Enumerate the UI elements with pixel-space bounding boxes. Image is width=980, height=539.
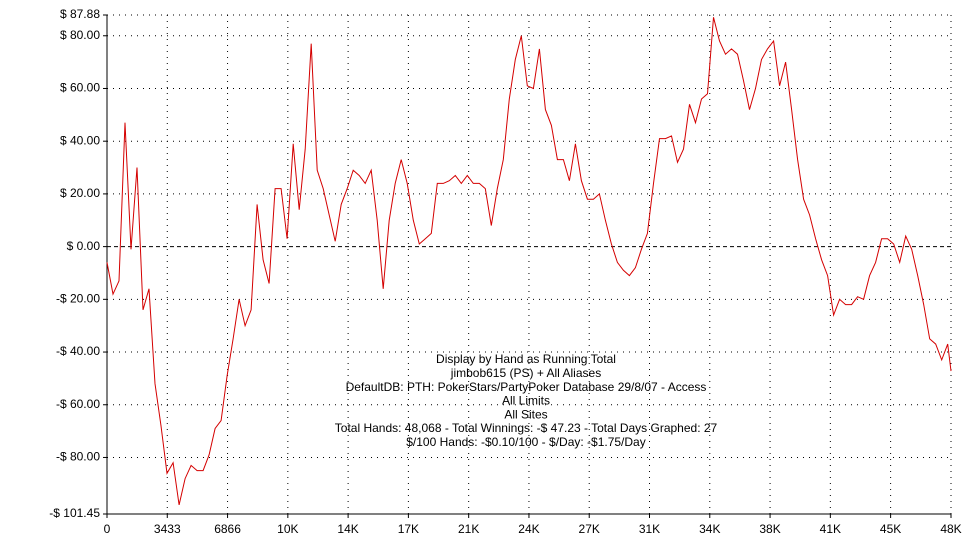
annotation-line: Total Hands: 48,068 - Total Winnings: -$… (335, 421, 718, 435)
y-tick-label: $ 20.00 (60, 186, 100, 200)
annotation-block: Display by Hand as Running Totaljimbob61… (335, 352, 718, 449)
x-tick-label: 10K (277, 522, 298, 536)
x-tick-label: 48K (940, 522, 961, 536)
x-tick-label: 34K (699, 522, 720, 536)
annotation-line: jimbob615 (PS) + All Aliases (450, 366, 601, 380)
annotation-line: $/100 Hands: -$0.10/100 - $/Day: -$1.75/… (406, 435, 645, 449)
y-tick-label: $ 80.00 (60, 28, 100, 42)
x-tick-label: 6866 (214, 522, 241, 536)
y-tick-label: -$ 20.00 (56, 292, 100, 306)
annotation-line: DefaultDB: PTH: PokerStars/PartyPoker Da… (346, 380, 707, 394)
x-tick-label: 17K (398, 522, 419, 536)
annotation-line: Display by Hand as Running Total (436, 352, 616, 366)
x-tick-label: 3433 (154, 522, 181, 536)
y-tick-label: $ 40.00 (60, 133, 100, 147)
y-tick-label: $ 87.88 (60, 7, 100, 21)
data-line (106, 17, 952, 506)
x-tick-label: 21K (458, 522, 479, 536)
x-tick-label: 27K (579, 522, 600, 536)
y-tick-label: $ 0.00 (67, 239, 101, 253)
x-tick-label: 24K (518, 522, 539, 536)
y-tick-label: -$ 60.00 (56, 397, 100, 411)
y-tick-label: -$ 80.00 (56, 450, 100, 464)
annotation-line: All Limits (502, 394, 550, 408)
x-tick-label: 45K (880, 522, 901, 536)
x-tick-label: 41K (820, 522, 841, 536)
x-tick-label: 14K (337, 522, 358, 536)
x-tick-label: 0 (104, 522, 111, 536)
y-tick-label: $ 60.00 (60, 81, 100, 95)
y-tick-label: -$ 40.00 (56, 344, 100, 358)
annotation-line: All Sites (504, 407, 547, 421)
y-tick-label: -$ 101.45 (49, 506, 100, 520)
x-tick-label: 38K (759, 522, 780, 536)
x-tick-label: 31K (639, 522, 660, 536)
